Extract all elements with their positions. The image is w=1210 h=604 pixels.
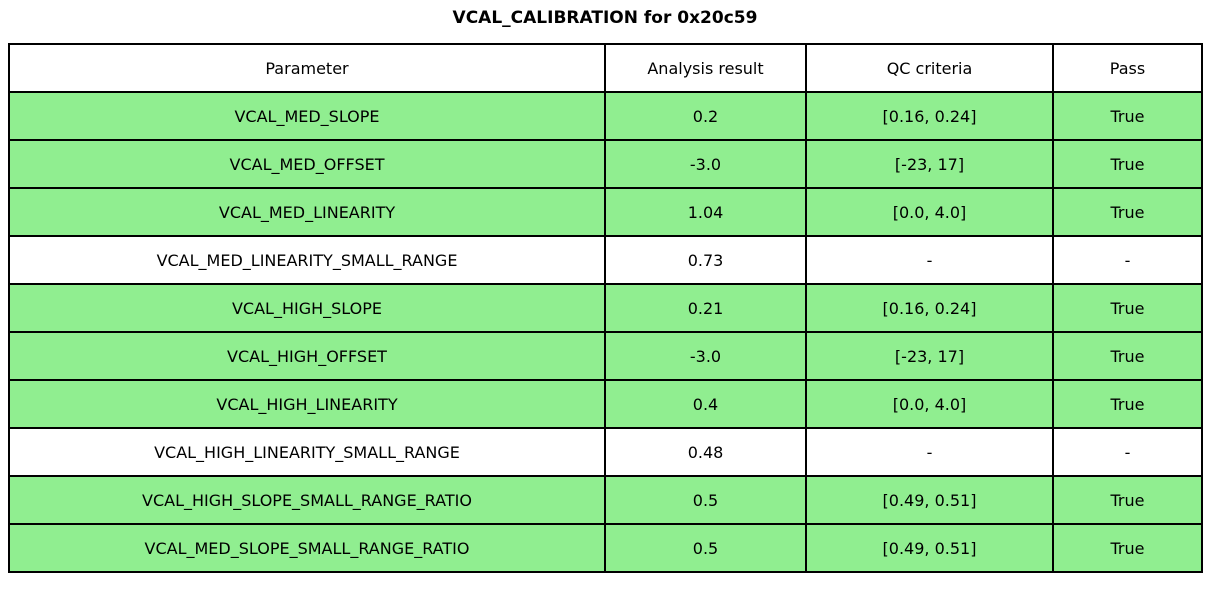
- parameter-cell: VCAL_HIGH_LINEARITY_SMALL_RANGE: [8, 427, 606, 477]
- analysis-result-cell: 0.48: [604, 427, 807, 477]
- parameter-cell: VCAL_MED_SLOPE: [8, 91, 606, 141]
- pass-cell: True: [1052, 139, 1203, 189]
- qc-criteria-cell: -: [805, 427, 1054, 477]
- column-header-parameter: Parameter: [8, 43, 606, 93]
- parameter-cell: VCAL_MED_OFFSET: [8, 139, 606, 189]
- column-header-qc-criteria: QC criteria: [805, 43, 1054, 93]
- pass-cell: True: [1052, 283, 1203, 333]
- parameter-cell: VCAL_MED_LINEARITY: [8, 187, 606, 237]
- qc-criteria-cell: -: [805, 235, 1054, 285]
- column-header-pass: Pass: [1052, 43, 1203, 93]
- table-row: VCAL_HIGH_LINEARITY 0.4 [0.0, 4.0] True: [8, 379, 1203, 429]
- analysis-result-cell: 0.5: [604, 475, 807, 525]
- table-row: VCAL_HIGH_LINEARITY_SMALL_RANGE 0.48 - -: [8, 427, 1203, 477]
- table-row: VCAL_MED_LINEARITY 1.04 [0.0, 4.0] True: [8, 187, 1203, 237]
- parameter-cell: VCAL_HIGH_SLOPE: [8, 283, 606, 333]
- qc-criteria-cell: [0.49, 0.51]: [805, 523, 1054, 573]
- analysis-result-cell: -3.0: [604, 331, 807, 381]
- table-body: VCAL_MED_SLOPE 0.2 [0.16, 0.24] True VCA…: [8, 91, 1203, 573]
- pass-cell: -: [1052, 235, 1203, 285]
- table-row: VCAL_MED_SLOPE_SMALL_RANGE_RATIO 0.5 [0.…: [8, 523, 1203, 573]
- page-title: VCAL_CALIBRATION for 0x20c59: [452, 8, 758, 28]
- table-header-row: Parameter Analysis result QC criteria Pa…: [8, 43, 1203, 93]
- pass-cell: True: [1052, 187, 1203, 237]
- qc-criteria-cell: [0.0, 4.0]: [805, 187, 1054, 237]
- column-header-analysis-result: Analysis result: [604, 43, 807, 93]
- qc-criteria-cell: [0.0, 4.0]: [805, 379, 1054, 429]
- qc-criteria-table: Parameter Analysis result QC criteria Pa…: [8, 43, 1203, 573]
- table-row: VCAL_MED_LINEARITY_SMALL_RANGE 0.73 - -: [8, 235, 1203, 285]
- analysis-result-cell: 0.21: [604, 283, 807, 333]
- pass-cell: True: [1052, 523, 1203, 573]
- pass-cell: -: [1052, 427, 1203, 477]
- analysis-result-cell: 0.4: [604, 379, 807, 429]
- table-row: VCAL_MED_SLOPE 0.2 [0.16, 0.24] True: [8, 91, 1203, 141]
- table-row: VCAL_HIGH_SLOPE_SMALL_RANGE_RATIO 0.5 [0…: [8, 475, 1203, 525]
- table-row: VCAL_MED_OFFSET -3.0 [-23, 17] True: [8, 139, 1203, 189]
- parameter-cell: VCAL_HIGH_SLOPE_SMALL_RANGE_RATIO: [8, 475, 606, 525]
- parameter-cell: VCAL_MED_LINEARITY_SMALL_RANGE: [8, 235, 606, 285]
- analysis-result-cell: 1.04: [604, 187, 807, 237]
- analysis-result-cell: 0.73: [604, 235, 807, 285]
- parameter-cell: VCAL_HIGH_LINEARITY: [8, 379, 606, 429]
- pass-cell: True: [1052, 379, 1203, 429]
- parameter-cell: VCAL_MED_SLOPE_SMALL_RANGE_RATIO: [8, 523, 606, 573]
- pass-cell: True: [1052, 475, 1203, 525]
- pass-cell: True: [1052, 331, 1203, 381]
- analysis-result-cell: -3.0: [604, 139, 807, 189]
- qc-criteria-cell: [0.16, 0.24]: [805, 283, 1054, 333]
- pass-cell: True: [1052, 91, 1203, 141]
- qc-criteria-cell: [-23, 17]: [805, 139, 1054, 189]
- qc-criteria-cell: [-23, 17]: [805, 331, 1054, 381]
- qc-criteria-cell: [0.49, 0.51]: [805, 475, 1054, 525]
- table-row: VCAL_HIGH_SLOPE 0.21 [0.16, 0.24] True: [8, 283, 1203, 333]
- analysis-result-cell: 0.2: [604, 91, 807, 141]
- qc-criteria-cell: [0.16, 0.24]: [805, 91, 1054, 141]
- analysis-result-cell: 0.5: [604, 523, 807, 573]
- parameter-cell: VCAL_HIGH_OFFSET: [8, 331, 606, 381]
- table-row: VCAL_HIGH_OFFSET -3.0 [-23, 17] True: [8, 331, 1203, 381]
